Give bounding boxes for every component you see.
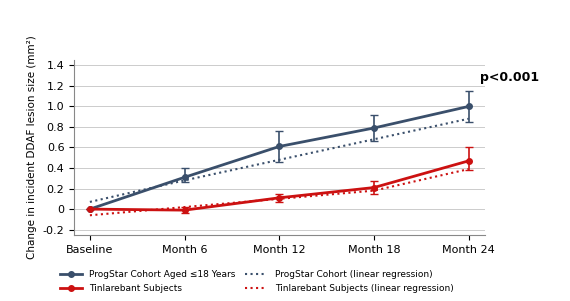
Text: p<0.001: p<0.001	[480, 71, 539, 84]
Y-axis label: Change in incident DDAF lesion size (mm²): Change in incident DDAF lesion size (mm²…	[27, 36, 37, 259]
Text: Growth of Incident DDAF Retinal Lesions: Growth of Incident DDAF Retinal Lesions	[79, 18, 491, 36]
Legend: ProgStar Cohort Aged ≤18 Years, Tinlarebant Subjects, ProgStar Cohort (linear re: ProgStar Cohort Aged ≤18 Years, Tinlareb…	[56, 267, 457, 296]
